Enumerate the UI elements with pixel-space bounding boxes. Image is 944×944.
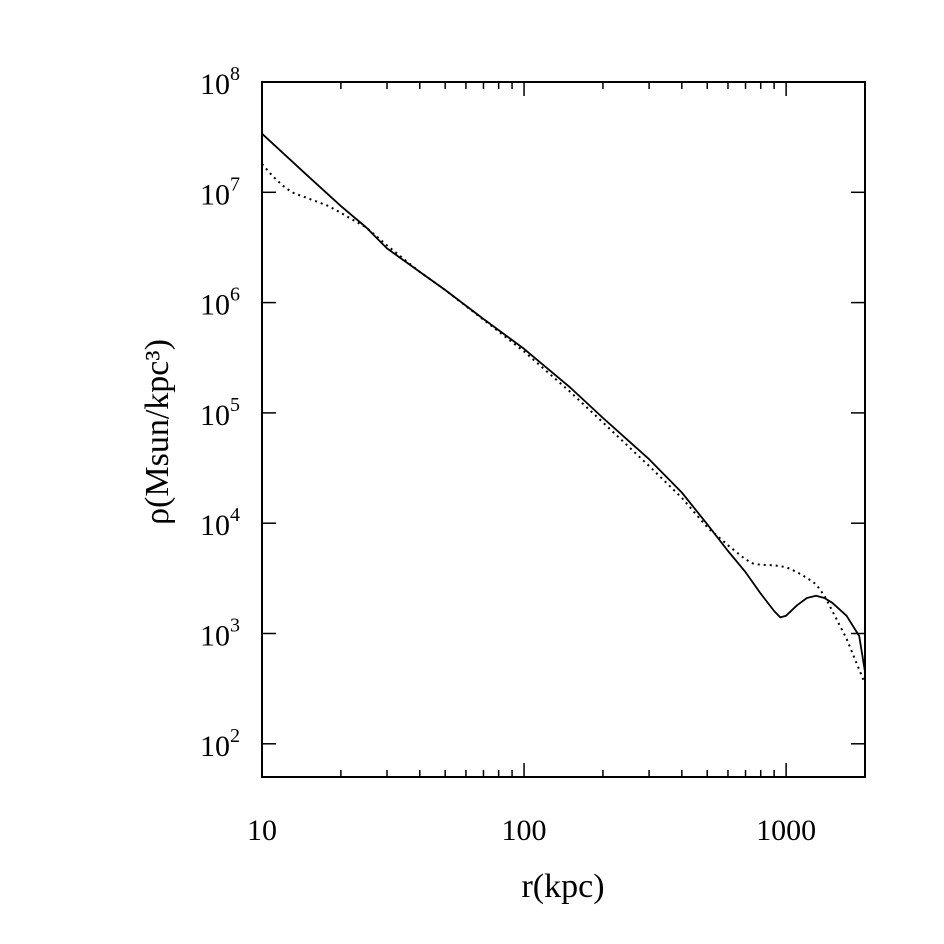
x-tick-labels: 10 100 1000 [247, 814, 816, 847]
y-tick-label: 105 [200, 394, 240, 432]
series-solid-line [261, 133, 866, 672]
x-tick-label: 1000 [756, 814, 816, 847]
y-tick-labels: 102 103 104 105 106 107 108 [200, 63, 240, 763]
y-tick-label: 102 [200, 725, 240, 763]
y-axis-label: ρ(Msun/kpc³) [139, 339, 176, 525]
plot-frame [261, 81, 866, 778]
x-axis-label: r(kpc) [521, 868, 604, 905]
y-tick-label: 108 [200, 63, 240, 101]
x-tick-label: 10 [247, 814, 277, 847]
y-tick-label: 107 [200, 173, 240, 211]
series-dotted-line [261, 163, 866, 685]
y-tick-label: 103 [200, 614, 240, 652]
y-tick-label: 104 [200, 504, 240, 542]
x-tick-label: 100 [502, 814, 547, 847]
y-tick-label: 106 [200, 284, 240, 322]
series-layer [261, 133, 866, 685]
axis-ticks [261, 81, 866, 777]
